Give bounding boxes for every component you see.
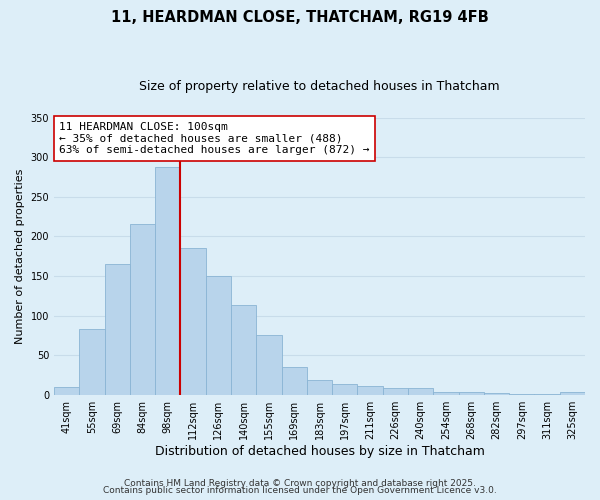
Text: Contains HM Land Registry data © Crown copyright and database right 2025.: Contains HM Land Registry data © Crown c… — [124, 478, 476, 488]
Bar — [256, 336, 281, 394]
Bar — [206, 276, 231, 394]
Bar — [130, 224, 155, 394]
Bar — [181, 248, 206, 394]
Bar — [281, 367, 307, 394]
Bar — [104, 264, 130, 394]
X-axis label: Distribution of detached houses by size in Thatcham: Distribution of detached houses by size … — [155, 444, 484, 458]
Bar — [231, 306, 256, 394]
Bar — [54, 387, 79, 394]
Title: Size of property relative to detached houses in Thatcham: Size of property relative to detached ho… — [139, 80, 500, 93]
Bar — [560, 392, 585, 394]
Bar — [433, 392, 458, 394]
Text: 11, HEARDMAN CLOSE, THATCHAM, RG19 4FB: 11, HEARDMAN CLOSE, THATCHAM, RG19 4FB — [111, 10, 489, 25]
Bar — [484, 393, 509, 394]
Bar — [383, 388, 408, 394]
Bar — [358, 386, 383, 394]
Bar — [79, 329, 104, 394]
Bar — [408, 388, 433, 394]
Text: Contains public sector information licensed under the Open Government Licence v3: Contains public sector information licen… — [103, 486, 497, 495]
Bar — [155, 167, 181, 394]
Bar — [332, 384, 358, 394]
Text: 11 HEARDMAN CLOSE: 100sqm
← 35% of detached houses are smaller (488)
63% of semi: 11 HEARDMAN CLOSE: 100sqm ← 35% of detac… — [59, 122, 370, 155]
Bar — [307, 380, 332, 394]
Y-axis label: Number of detached properties: Number of detached properties — [15, 168, 25, 344]
Bar — [458, 392, 484, 394]
